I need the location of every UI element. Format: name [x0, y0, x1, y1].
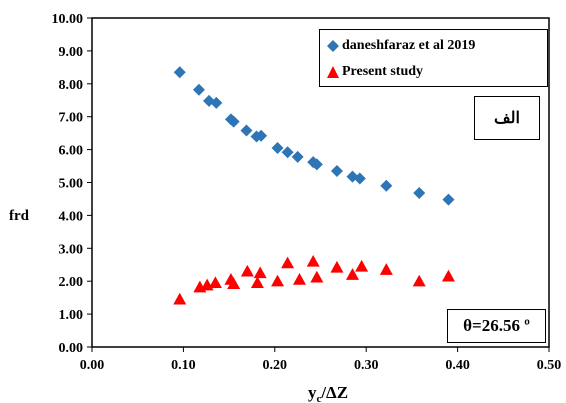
y-tick-label: 0.00: [59, 341, 84, 356]
y-tick-label: 1.00: [59, 308, 84, 323]
data-point-triangle: [355, 259, 369, 272]
data-series: [173, 66, 455, 305]
x-axis-tick-labels: 0.00 0.10 0.20 0.30 0.40 0.50: [80, 358, 562, 373]
data-point-triangle: [227, 277, 241, 290]
data-point-triangle: [240, 264, 254, 277]
data-point-triangle: [271, 274, 285, 287]
data-point-diamond: [353, 172, 366, 185]
data-point-triangle: [310, 270, 324, 283]
blue-diamond-marker-icon: [327, 40, 339, 52]
y-tick-label: 4.00: [59, 209, 84, 224]
legend-item-daneshfaraz: daneshfaraz et al 2019: [326, 36, 475, 56]
data-point-diamond: [380, 179, 393, 192]
data-point-diamond: [330, 164, 343, 177]
x-tick-label: 0.20: [263, 358, 288, 373]
axis-ticks: [87, 17, 550, 352]
data-point-diamond: [310, 158, 323, 171]
x-axis-label-main: y: [308, 383, 317, 402]
data-point-diamond: [192, 83, 205, 96]
y-axis-tick-labels: 0.00 1.00 2.00 3.00 4.00 5.00 6.00 7.00 8.00 9.00…: [52, 12, 84, 356]
y-tick-label: 3.00: [59, 242, 84, 257]
data-point-triangle: [306, 254, 320, 267]
data-point-triangle: [253, 266, 267, 279]
data-point-diamond: [281, 146, 294, 159]
y-tick-label: 10.00: [52, 12, 84, 27]
data-point-triangle: [281, 256, 295, 269]
figure-panel-label: الف: [474, 96, 540, 140]
data-point-triangle: [379, 263, 393, 275]
data-point-diamond: [240, 124, 253, 137]
y-tick-label: 9.00: [59, 45, 84, 60]
legend-label: daneshfaraz et al 2019: [342, 38, 476, 53]
x-tick-label: 0.30: [354, 358, 379, 373]
x-axis-label-rest: /ΔZ: [320, 383, 348, 402]
data-point-triangle: [330, 260, 344, 273]
legend-item-present-study: Present study: [326, 62, 423, 82]
data-point-triangle: [250, 276, 264, 289]
data-point-triangle: [412, 274, 426, 287]
x-axis-label: yc/ΔZ: [308, 383, 348, 403]
y-tick-label: 6.00: [59, 144, 84, 159]
data-point-diamond: [442, 193, 455, 206]
data-point-triangle: [292, 273, 306, 285]
data-point-diamond: [173, 66, 186, 79]
data-point-diamond: [291, 150, 304, 163]
legend-label: Present study: [342, 64, 424, 79]
red-triangle-marker-icon: [327, 66, 339, 78]
series-0: [173, 66, 455, 206]
x-tick-label: 0.10: [171, 358, 196, 373]
legend: daneshfaraz et al 2019 Present study: [319, 29, 548, 87]
data-point-triangle: [173, 292, 187, 305]
y-tick-label: 5.00: [59, 177, 84, 192]
series-1: [173, 254, 455, 305]
data-point-triangle: [441, 269, 455, 282]
data-point-diamond: [413, 187, 426, 200]
data-point-triangle: [345, 268, 359, 280]
data-point-diamond: [227, 115, 240, 128]
x-axis-label-subscript: c: [316, 393, 321, 403]
y-tick-label: 7.00: [59, 111, 84, 126]
y-tick-label: 2.00: [59, 275, 84, 290]
x-tick-label: 0.50: [537, 358, 562, 373]
y-tick-label: 8.00: [59, 78, 84, 93]
data-point-diamond: [255, 129, 268, 142]
x-tick-label: 0.00: [80, 358, 105, 373]
data-point-diamond: [210, 96, 223, 109]
angle-annotation: θ=26.56 º: [447, 309, 546, 343]
data-point-diamond: [271, 141, 284, 154]
x-tick-label: 0.40: [445, 358, 470, 373]
y-axis-label: frd: [9, 208, 30, 224]
data-point-triangle: [208, 276, 222, 289]
